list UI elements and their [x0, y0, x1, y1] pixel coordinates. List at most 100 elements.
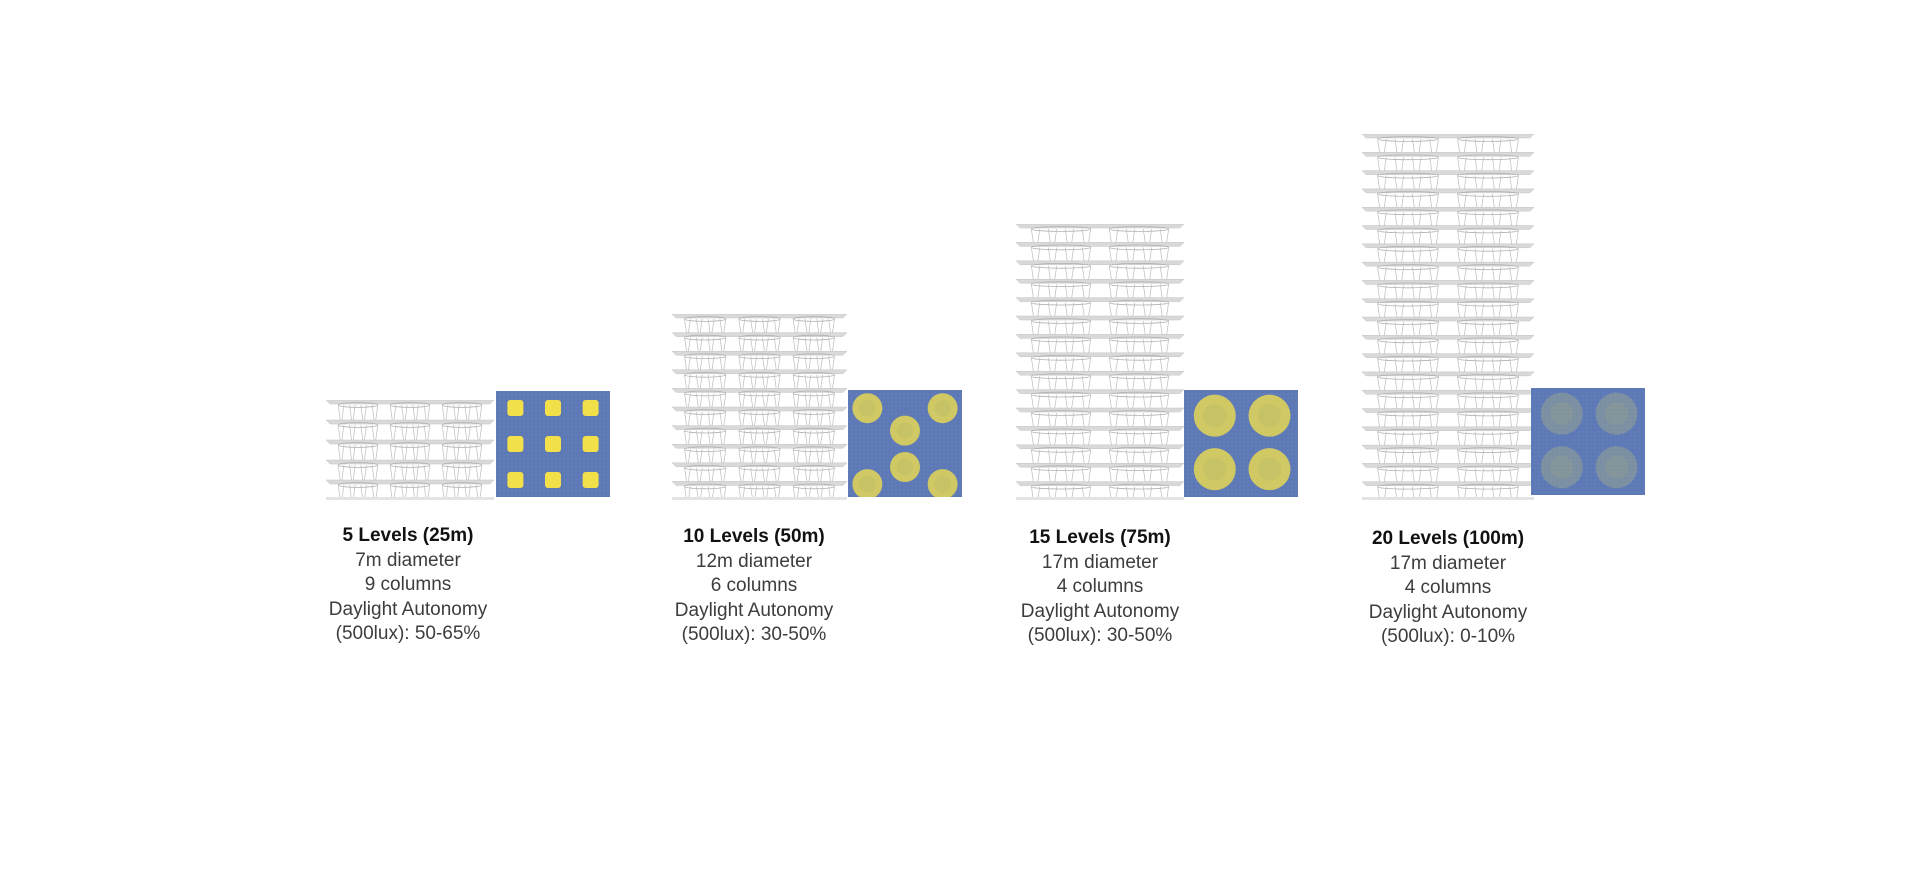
- column-strut: [1142, 339, 1146, 353]
- column-strut: [427, 424, 431, 441]
- column-strut: [804, 467, 808, 482]
- column-strut: [349, 464, 352, 481]
- column-strut: [1149, 247, 1153, 261]
- case-metric-label: Daylight Autonomy: [1020, 600, 1180, 622]
- column-strut: [479, 464, 483, 481]
- case-metric-value: (500lux): 30-50%: [681, 624, 827, 645]
- column-strut: [1418, 230, 1422, 244]
- column-strut: [684, 449, 687, 463]
- column-strut: [1401, 340, 1405, 354]
- column-strut: [816, 430, 820, 445]
- column-strut: [1436, 267, 1439, 281]
- column-strut: [1394, 303, 1398, 318]
- column-ring: [441, 482, 483, 488]
- column-strut: [1491, 395, 1495, 409]
- column-strut: [707, 449, 711, 463]
- column-strut: [1377, 230, 1380, 244]
- column-strut: [773, 393, 777, 408]
- column-strut: [804, 393, 808, 408]
- column-strut: [1125, 284, 1129, 298]
- column-strut: [719, 318, 723, 333]
- column-ring: [1457, 282, 1519, 289]
- case-diameter: 17m diameter: [1389, 552, 1507, 574]
- column-strut: [1436, 431, 1439, 446]
- column-strut: [1411, 413, 1415, 427]
- column-strut: [1509, 248, 1513, 263]
- column-strut: [1457, 468, 1460, 482]
- column-strut: [816, 318, 820, 333]
- column-strut: [1054, 394, 1058, 409]
- column-strut: [1498, 193, 1502, 208]
- column-strut: [1159, 320, 1163, 335]
- case-columns: 4 columns: [1404, 577, 1492, 598]
- column-strut: [1436, 395, 1439, 409]
- column-strut: [777, 467, 781, 482]
- column-strut: [684, 374, 687, 389]
- column-strut: [1037, 431, 1041, 445]
- column-strut: [1115, 394, 1119, 409]
- column-strut: [1383, 175, 1387, 189]
- column-strut: [1142, 468, 1146, 482]
- column-strut: [1054, 302, 1058, 317]
- column-strut: [1088, 284, 1091, 298]
- column-strut: [754, 393, 757, 408]
- column-strut: [1166, 284, 1169, 298]
- column-strut: [1401, 395, 1405, 409]
- column-strut: [750, 411, 753, 426]
- case-columns: 9 columns: [364, 574, 452, 595]
- column-strut: [1394, 157, 1398, 171]
- column-strut: [766, 356, 769, 370]
- column-strut: [828, 318, 831, 333]
- column-strut: [1383, 395, 1387, 409]
- column-ring: [1108, 226, 1170, 232]
- column-strut: [1474, 340, 1478, 354]
- column-strut: [1064, 320, 1068, 335]
- column-strut: [364, 444, 367, 461]
- column-strut: [707, 411, 711, 426]
- column-strut: [1031, 412, 1034, 427]
- column-strut: [808, 430, 812, 445]
- column-strut: [1418, 157, 1422, 171]
- column-strut: [828, 430, 831, 445]
- column-strut: [1516, 230, 1519, 244]
- column-strut: [1071, 228, 1075, 243]
- column-strut: [1115, 320, 1119, 335]
- case-metric-label: Daylight Autonomy: [1368, 601, 1528, 623]
- tower-model-20-levels: [1362, 134, 1534, 500]
- daylight-spot: [507, 399, 524, 416]
- column-strut: [1516, 358, 1519, 372]
- column-strut: [796, 449, 800, 463]
- column-strut: [1394, 358, 1398, 372]
- column-strut: [1491, 450, 1495, 464]
- column-strut: [1142, 320, 1146, 335]
- column-strut: [341, 444, 345, 461]
- column-strut: [1166, 339, 1169, 353]
- column-strut: [792, 318, 796, 333]
- column-ring: [1108, 262, 1170, 269]
- column-strut: [389, 444, 393, 461]
- column-strut: [1064, 228, 1068, 243]
- column-strut: [445, 404, 449, 421]
- column-strut: [699, 356, 703, 370]
- column-strut: [456, 424, 460, 441]
- column-strut: [1418, 376, 1422, 391]
- column-strut: [1411, 157, 1415, 171]
- column-strut: [1071, 449, 1075, 464]
- column-strut: [1081, 284, 1085, 298]
- column-strut: [1377, 285, 1380, 299]
- column-strut: [1109, 339, 1112, 353]
- column-strut: [1071, 431, 1075, 445]
- column-strut: [1166, 412, 1169, 427]
- column-strut: [464, 404, 468, 421]
- column-ring: [1377, 172, 1439, 179]
- floor-slab: [672, 332, 847, 337]
- column-strut: [371, 404, 375, 421]
- column-strut: [1394, 175, 1398, 189]
- column-strut: [1132, 302, 1136, 317]
- column-strut: [816, 374, 820, 389]
- column-strut: [1463, 193, 1467, 208]
- column-strut: [1481, 468, 1485, 482]
- column-strut: [1064, 265, 1068, 280]
- column-strut: [792, 449, 796, 463]
- column-strut: [1166, 376, 1169, 390]
